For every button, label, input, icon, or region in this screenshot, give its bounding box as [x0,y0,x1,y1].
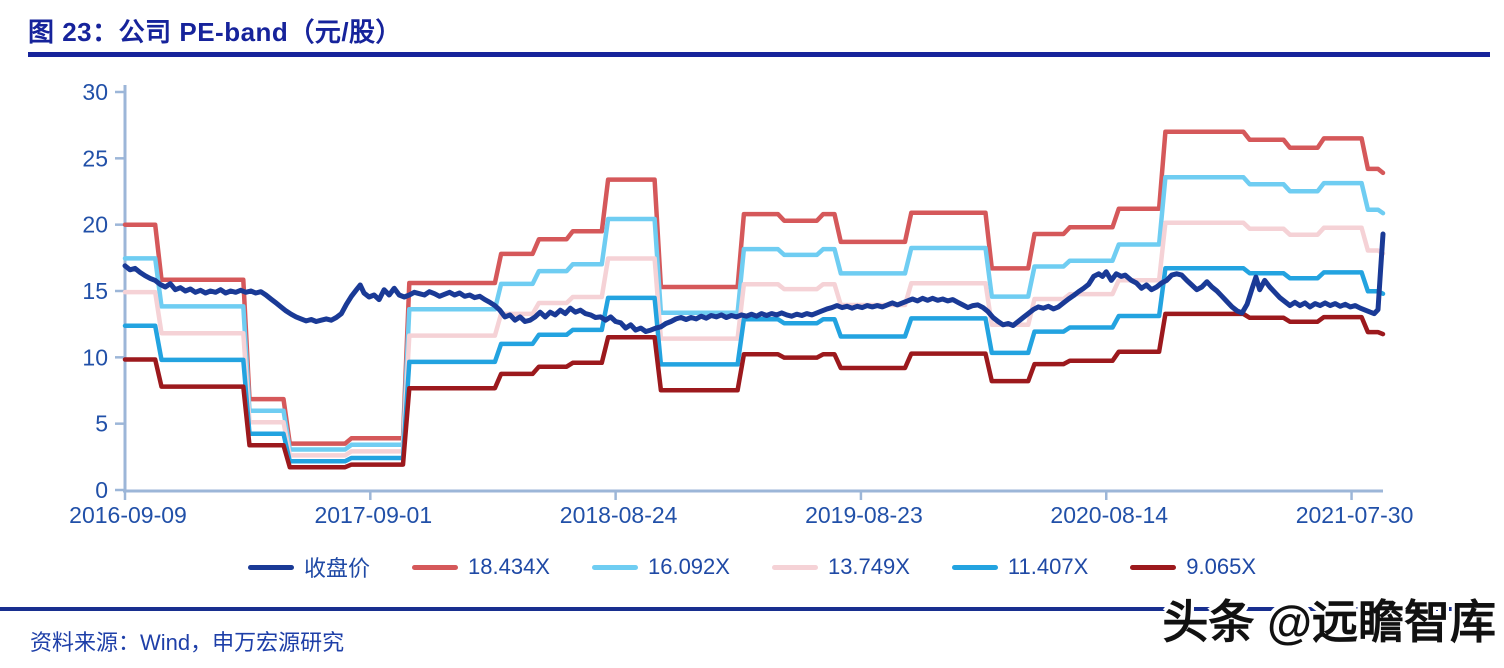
legend-item-0: 收盘价 [248,551,370,583]
y-tick-label: 0 [95,477,108,503]
footer-divider [0,607,1458,611]
pe-band-line-9.065X [122,311,1386,470]
close-price-line [122,231,1386,334]
title-underline [28,52,1490,57]
legend-swatch-3 [771,564,818,570]
legend-label-0: 收盘价 [304,556,371,581]
legend-swatch-2 [591,564,638,570]
x-tick-label: 2016-09-09 [69,502,187,528]
y-tick-label: 10 [82,344,108,370]
x-tick-label: 2021-07-30 [1296,502,1414,528]
legend-swatch-0 [248,564,294,570]
pe-band-line-13.749X [122,220,1386,458]
x-tick-label: 2019-08-23 [805,502,923,528]
legend-label-2: 16.092X [647,554,730,579]
y-tick-label: 20 [82,212,108,238]
legend-item-1: 18.434X [412,554,550,580]
x-tick-label: 2020-08-14 [1050,502,1168,528]
watermark: 头条 @远瞻智库 [1162,596,1496,648]
y-tick-label: 25 [82,145,108,171]
legend-swatch-4 [951,564,998,570]
x-tick-label: 2018-08-24 [560,502,678,528]
legend-item-4: 11.407X [951,554,1089,580]
pe-band-line-18.434X [122,129,1386,446]
legend-item-5: 9.065X [1130,554,1256,580]
y-tick-label: 30 [82,79,108,105]
legend-label-3: 13.749X [827,554,910,579]
x-tick-label: 2017-09-01 [314,502,432,528]
legend-label-5: 9.065X [1186,554,1256,579]
legend-swatch-5 [1130,564,1177,570]
pe-band-line-16.092X [122,175,1386,452]
legend-label-1: 18.434X [468,554,550,579]
figure-title: 图 23：公司 PE-band（元/股） [28,17,403,47]
legend-item-3: 13.749X [771,554,910,580]
legend-label-4: 11.407X [1007,554,1089,579]
y-tick-label: 5 [95,411,108,437]
pe-band-line-11.407X [122,266,1386,464]
source-note: 资料来源：Wind，申万宏源研究 [30,630,345,655]
chart-legend: 收盘价 18.434X 16.092X 13.749X 11.407X 9.065X [0,551,1504,583]
legend-item-2: 16.092X [591,554,730,580]
y-tick-label: 15 [82,278,108,304]
legend-swatch-1 [412,564,459,570]
